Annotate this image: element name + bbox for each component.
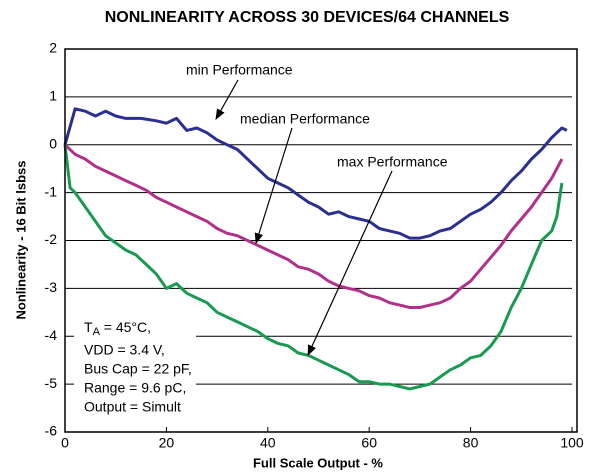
x-tick-label: 80	[463, 435, 479, 451]
series-line	[63, 144, 564, 391]
y-tick-label: -5	[45, 375, 58, 391]
x-tick-label: 40	[260, 435, 276, 451]
y-tick-label: -1	[45, 183, 58, 199]
symbol: T	[84, 319, 93, 335]
x-tick-label: 60	[361, 435, 377, 451]
series-line	[63, 107, 568, 240]
y-tick-label: -2	[45, 231, 58, 247]
y-tick-label: -4	[45, 327, 58, 343]
annotation-arrow	[307, 170, 393, 356]
condition-line: Bus Cap = 22 pF,	[84, 361, 192, 377]
x-tick-label: 0	[61, 435, 69, 451]
subscript: A	[93, 326, 101, 338]
plot-frame	[64, 48, 578, 433]
y-tick-label: 0	[49, 135, 57, 151]
x-tick-label: 100	[560, 435, 584, 451]
series-annotation: median Performance	[240, 111, 370, 127]
series-annotation: min Performance	[186, 62, 293, 78]
condition-line: TA = 45°C,	[84, 319, 151, 338]
chart-title: NONLINEARITY ACROSS 30 DEVICES/64 CHANNE…	[105, 9, 510, 26]
annotation-arrow	[254, 127, 293, 245]
y-tick-label: 1	[49, 88, 57, 104]
y-tick-label: 2	[49, 40, 57, 56]
condition-line: Output = Simult	[84, 399, 181, 415]
series-annotation: max Performance	[337, 154, 448, 170]
condition-line: Range = 9.6 pC,	[84, 380, 186, 396]
x-axis-label: Full Scale Output - %	[253, 455, 383, 470]
conditions-box	[74, 308, 196, 418]
x-tick-label: 20	[159, 435, 175, 451]
y-tick-label: -3	[45, 279, 58, 295]
annotation-arrow	[215, 79, 239, 120]
y-axis-label: Nonlinearity - 16 Bit lsbss	[13, 161, 28, 320]
y-tick-label: -6	[45, 423, 58, 439]
condition-text: = 45°C,	[100, 319, 151, 335]
series-line	[63, 143, 564, 309]
condition-line: VDD = 3.4 V,	[84, 342, 165, 358]
